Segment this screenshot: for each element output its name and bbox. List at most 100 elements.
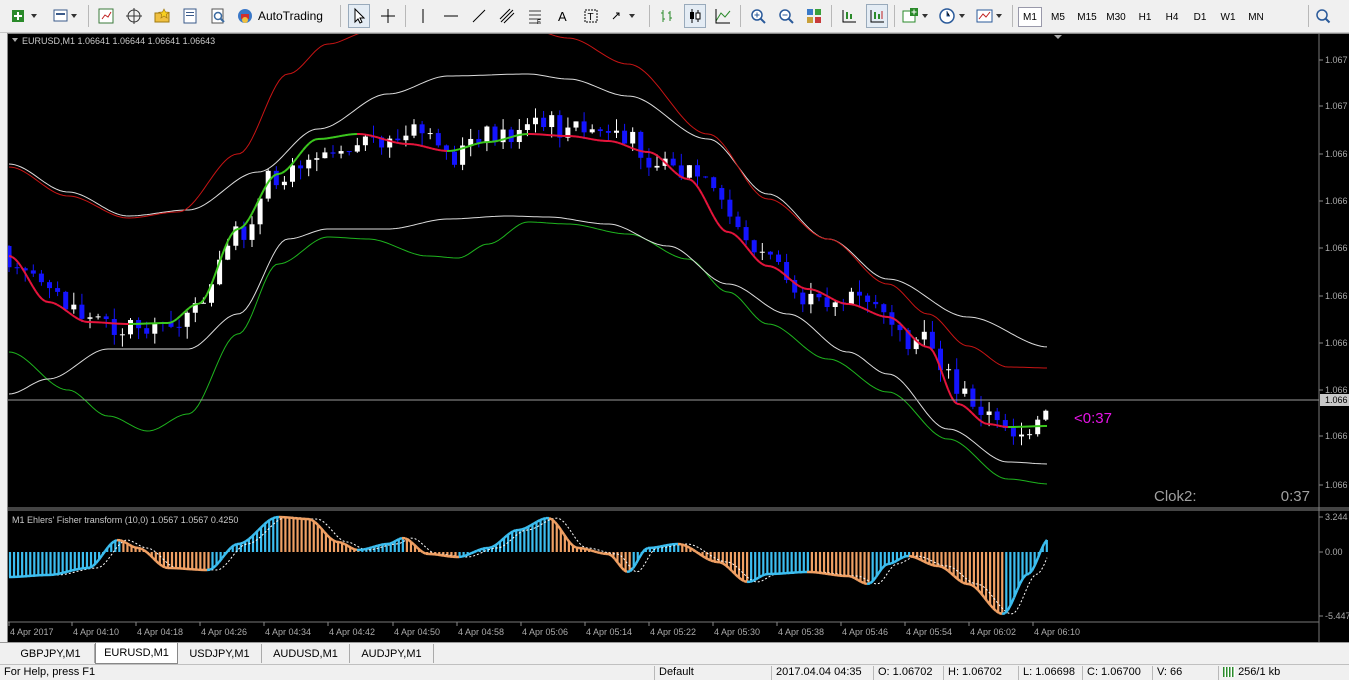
moving-average-segment bbox=[927, 347, 930, 348]
chart-menu-icon bbox=[12, 38, 18, 42]
indicator-level-label: 0.00 bbox=[1325, 547, 1343, 557]
time-label: 4 Apr 04:58 bbox=[458, 627, 504, 637]
price-label: 1.066 bbox=[1325, 385, 1348, 395]
fisher-line-segment bbox=[240, 543, 243, 544]
moving-average-segment bbox=[903, 326, 906, 329]
crosshair-tool-button[interactable] bbox=[377, 4, 399, 28]
new-chart-button[interactable] bbox=[8, 4, 44, 28]
fisher-line-segment bbox=[642, 549, 645, 553]
market-watch-button[interactable] bbox=[95, 4, 117, 28]
candle-body bbox=[760, 252, 765, 253]
chart-shift-button[interactable] bbox=[866, 4, 888, 28]
candle-body bbox=[638, 132, 643, 158]
moving-average-segment bbox=[507, 137, 510, 138]
candlestick-chart-button[interactable] bbox=[684, 4, 706, 28]
timeframe-m5-button[interactable]: M5 bbox=[1046, 7, 1070, 27]
text-tool-button[interactable]: A bbox=[552, 4, 574, 28]
fisher-line-segment bbox=[981, 593, 984, 597]
timeframe-w1-button[interactable]: W1 bbox=[1216, 7, 1240, 27]
trendline-button[interactable] bbox=[468, 4, 490, 28]
fisher-line-segment bbox=[165, 567, 168, 568]
moving-average-segment bbox=[309, 141, 312, 143]
fisher-line-segment bbox=[102, 551, 105, 555]
autotrading-button[interactable]: AutoTrading bbox=[236, 5, 323, 27]
fisher-line-segment bbox=[156, 561, 159, 564]
zoom-in-button[interactable] bbox=[747, 4, 769, 28]
trendline-icon bbox=[470, 7, 488, 25]
candle-body bbox=[817, 294, 822, 297]
text-label-button[interactable]: T bbox=[580, 4, 602, 28]
text-label-icon: T bbox=[582, 7, 600, 25]
autoscroll-icon bbox=[840, 7, 858, 25]
status-traffic-text: 256/1 kb bbox=[1238, 666, 1280, 678]
moving-average-segment bbox=[762, 264, 765, 266]
search-button[interactable] bbox=[1312, 4, 1334, 28]
moving-average-segment bbox=[894, 319, 897, 321]
templates-button[interactable] bbox=[974, 4, 1006, 28]
moving-average-segment bbox=[375, 137, 378, 138]
autoscroll-button[interactable] bbox=[838, 4, 860, 28]
candle-body bbox=[590, 129, 595, 132]
fibonacci-button[interactable]: F bbox=[524, 4, 546, 28]
zoom-out-button[interactable] bbox=[775, 4, 797, 28]
tab-gbpjpy[interactable]: GBPJPY,M1 bbox=[7, 644, 95, 663]
line-chart-button[interactable] bbox=[712, 4, 734, 28]
crosshair-button[interactable] bbox=[123, 4, 145, 28]
candle-body bbox=[930, 332, 935, 349]
indicator-level-label: 3.244 bbox=[1325, 512, 1348, 522]
profiles-button[interactable] bbox=[50, 4, 82, 28]
timeframe-h1-button[interactable]: H1 bbox=[1133, 7, 1157, 27]
moving-average-segment bbox=[912, 336, 915, 339]
price-chart[interactable]: EURUSD,M1 1.06641 1.06644 1.06641 1.0664… bbox=[8, 34, 1349, 642]
strategy-tester-button[interactable] bbox=[207, 4, 229, 28]
toolbar: AutoTrading F A T bbox=[0, 0, 1349, 33]
fisher-line-segment bbox=[423, 552, 426, 553]
moving-average-segment bbox=[255, 202, 258, 208]
fisher-line-segment bbox=[639, 553, 642, 558]
candle-body bbox=[695, 165, 700, 176]
favorites-button[interactable] bbox=[151, 4, 173, 28]
moving-average-segment bbox=[972, 413, 975, 416]
fisher-line-segment bbox=[348, 546, 351, 548]
periods-button[interactable] bbox=[937, 4, 969, 28]
fisher-line-segment bbox=[708, 559, 711, 560]
fisher-line-segment bbox=[492, 546, 495, 548]
moving-average-segment bbox=[963, 405, 966, 407]
price-label: 1.066 bbox=[1325, 338, 1348, 348]
time-label: 4 Apr 04:26 bbox=[201, 627, 247, 637]
arrows-button[interactable] bbox=[608, 4, 640, 28]
timeframe-m15-button[interactable]: M15 bbox=[1074, 7, 1100, 27]
fisher-line-segment bbox=[96, 559, 99, 563]
tab-usdjpy[interactable]: USDJPY,M1 bbox=[178, 644, 262, 663]
timeframe-m30-button[interactable]: M30 bbox=[1103, 7, 1129, 27]
timeframe-h4-button[interactable]: H4 bbox=[1160, 7, 1184, 27]
timeframe-m1-button[interactable]: M1 bbox=[1018, 7, 1042, 27]
tab-audjpy[interactable]: AUDJPY,M1 bbox=[350, 644, 434, 663]
moving-average-segment bbox=[438, 150, 441, 151]
tab-audusd[interactable]: AUDUSD,M1 bbox=[262, 644, 350, 663]
envelope-lower-line bbox=[9, 222, 1047, 484]
terminal-button[interactable] bbox=[179, 4, 201, 28]
clock-value: 0:37 bbox=[1281, 488, 1310, 505]
candle-body bbox=[177, 327, 182, 328]
timeframe-d1-button[interactable]: D1 bbox=[1188, 7, 1212, 27]
tile-windows-button[interactable] bbox=[803, 4, 825, 28]
fisher-line-segment bbox=[354, 549, 357, 550]
tab-eurusd[interactable]: EURUSD,M1 bbox=[95, 643, 178, 664]
timeframe-mn-button[interactable]: MN bbox=[1244, 7, 1268, 27]
chart-window[interactable]: EURUSD,M1 1.06641 1.06644 1.06641 1.0664… bbox=[7, 33, 1349, 642]
moving-average-segment bbox=[501, 139, 504, 140]
bar-chart-button[interactable] bbox=[656, 4, 678, 28]
vertical-line-button[interactable] bbox=[412, 4, 434, 28]
fisher-line-segment bbox=[924, 561, 927, 562]
indicators-button[interactable] bbox=[900, 4, 932, 28]
moving-average-segment bbox=[738, 237, 741, 240]
horizontal-line-button[interactable] bbox=[440, 4, 462, 28]
moving-average-segment bbox=[882, 316, 885, 317]
cursor-tool-button[interactable] bbox=[348, 4, 370, 28]
equidistant-channel-button[interactable] bbox=[496, 4, 518, 28]
moving-average-segment bbox=[465, 147, 468, 148]
candle-body bbox=[71, 305, 76, 310]
moving-average-segment bbox=[462, 148, 465, 149]
fisher-line-segment bbox=[702, 556, 705, 558]
